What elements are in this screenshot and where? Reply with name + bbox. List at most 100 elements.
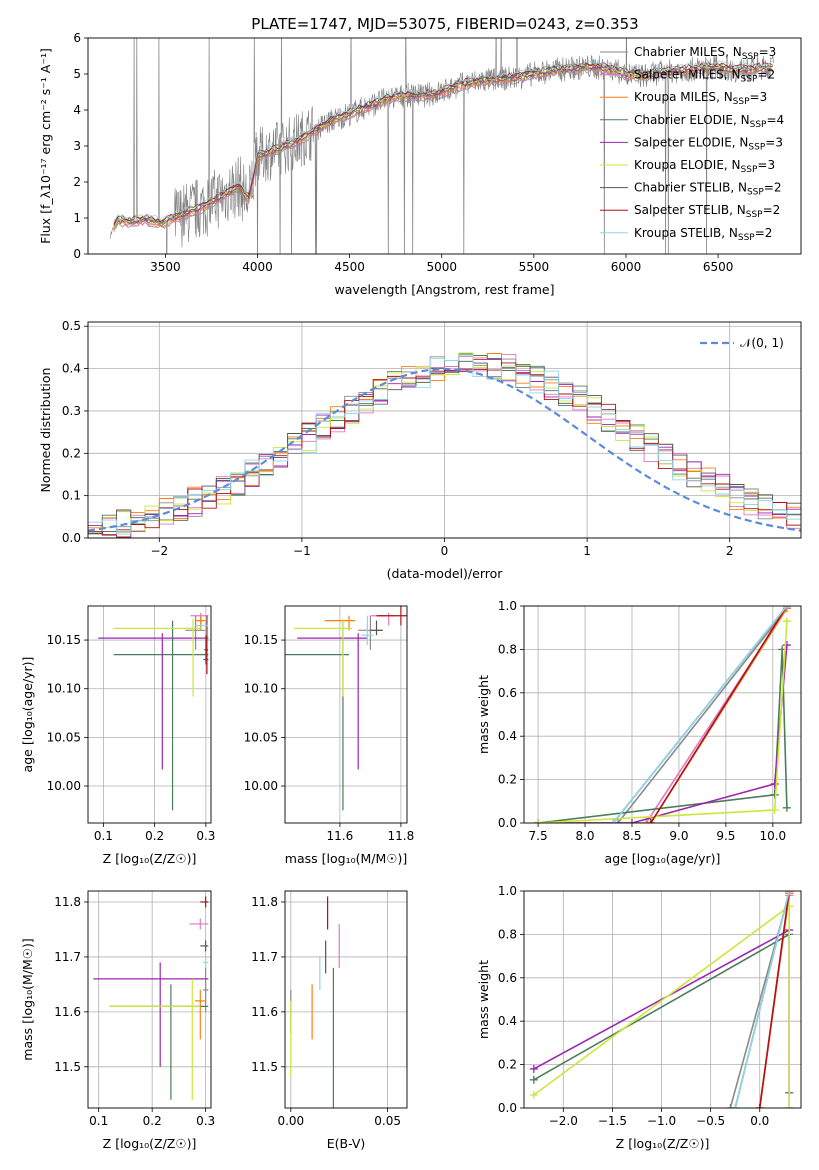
weight-marker (529, 1064, 538, 1073)
y-tick-label: 0.2 (62, 446, 81, 460)
y-tick-label: 6 (73, 31, 81, 45)
y-tick-label: 0.0 (498, 816, 517, 830)
plot-area-age-vs-z (98, 612, 209, 811)
observed-spectrum-line (109, 38, 774, 254)
legend-nssp-prefix: , N (729, 203, 746, 217)
x-axis-label: Z [log₁₀(Z/Z☉)] (616, 1136, 710, 1151)
model-spectrum-line (113, 69, 773, 231)
errorbar-point (109, 978, 201, 1100)
y-tick-label: 11.5 (54, 1060, 81, 1074)
x-tick-label: −1 (293, 544, 311, 558)
errorbar-point (194, 989, 206, 1040)
legend-model-name: Chabrier ELODIE (634, 113, 733, 127)
x-axis-label: Z [log₁₀(Z/Z☉)] (103, 1136, 197, 1151)
y-tick-label: 1.0 (498, 884, 517, 898)
legend-nssp-prefix: , N (724, 68, 741, 82)
x-axis-label: E(B-V) (327, 1136, 366, 1151)
x-tick-label: −1.5 (598, 1114, 627, 1128)
weight-marker (770, 805, 779, 814)
legend-nssp-subscript: SSP (738, 233, 755, 243)
legend-model-name: Salpeter STELIB (634, 203, 729, 217)
plot-area-mass-vs-z (93, 896, 209, 1100)
axes-frame (87, 37, 802, 255)
x-tick-label: 0.0 (750, 1114, 769, 1128)
legend-nssp-subscript: SSP (741, 165, 758, 175)
errorbar-point (93, 962, 209, 1067)
y-tick-label: 0.6 (498, 971, 517, 985)
x-tick-label: 4500 (334, 260, 365, 274)
legend-nssp-subscript: SSP (746, 210, 763, 220)
x-tick-label: 6000 (611, 260, 642, 274)
legend-nssp-prefix: , N (733, 113, 750, 127)
x-tick-label: 0.1 (94, 829, 113, 843)
y-tick-label: 0.0 (62, 531, 81, 545)
y-axis-label: age [log₁₀(age/yr)] (20, 657, 35, 773)
legend-nssp-subscript: SSP (741, 75, 758, 85)
panel-spectrum: 3500 4000 4500 5000 5500 6000 6500 0 1 2 3 4 5 6 wavel… (38, 31, 802, 297)
legend-entry: Chabrier STELIB, NSSP=2 (634, 181, 782, 198)
y-axis-label: mass [log₁₀(M/M☉)] (20, 938, 35, 1060)
y-tick-label: 3 (73, 139, 81, 153)
y-tick-label: 4 (73, 103, 81, 117)
weight-marker (646, 819, 655, 823)
weight-line (612, 606, 788, 823)
legend-entry: Chabrier ELODIE, NSSP=4 (634, 113, 784, 130)
legend-entry: Kroupa ELODIE, NSSP=3 (634, 158, 775, 175)
weight-marker (782, 641, 791, 650)
legend-nssp-prefix: , N (725, 45, 742, 59)
y-tick-label: 11.8 (251, 895, 278, 909)
weight-marker (785, 891, 794, 895)
weight-marker (642, 819, 651, 823)
axes-frame (87, 605, 212, 824)
x-tick-label: 8.5 (622, 829, 641, 843)
axes-frame (284, 890, 408, 1109)
plot-area-mass-weight-vs-age (534, 606, 791, 823)
x-tick-label: 0.2 (145, 829, 164, 843)
y-tick-label: 10.05 (47, 730, 81, 744)
axes-frame (87, 321, 802, 539)
x-tick-label: 11.6 (327, 829, 354, 843)
y-axis-label: Normed distribution (38, 368, 53, 493)
errorbar-point (376, 606, 407, 626)
x-tick-label: 9.5 (716, 829, 735, 843)
panel-residuals: −2 −1 0 1 2 0.0 0.1 0.2 0.3 0.4 0.5 (data-model)/er… (38, 319, 802, 581)
plot-area-spectrum (109, 38, 774, 254)
x-tick-label: 6500 (703, 260, 734, 274)
y-tick-label: 11.7 (54, 950, 81, 964)
errorbar-point (202, 956, 209, 968)
y-tick-label: 0.2 (498, 1058, 517, 1072)
weight-marker (529, 1090, 538, 1099)
weight-line (758, 891, 790, 1108)
errorbar-point (370, 620, 383, 636)
x-tick-label: 0.3 (196, 1114, 215, 1128)
y-tick-label: 0.0 (498, 1101, 517, 1115)
weight-marker (609, 819, 618, 823)
weight-marker (782, 803, 791, 812)
x-tick-label: −2 (150, 544, 168, 558)
y-tick-label: 5 (73, 67, 81, 81)
legend-nssp-subscript: SSP (748, 142, 765, 152)
residual-histogram (88, 354, 801, 535)
legend-nssp-value: =2 (763, 203, 781, 217)
y-tick-label: 0.8 (498, 642, 517, 656)
y-tick-label: 0.6 (498, 686, 517, 700)
legend-nssp-value: =2 (764, 181, 782, 195)
legend-nssp-value: =3 (759, 45, 777, 59)
x-tick-label: 4000 (242, 260, 273, 274)
y-tick-label: 0.4 (498, 1014, 517, 1028)
weight-marker (627, 819, 636, 823)
gaussian-curve (88, 367, 801, 532)
y-tick-label: 0.4 (62, 362, 81, 376)
weight-line (650, 606, 788, 823)
x-tick-label: 7.5 (529, 829, 548, 843)
weight-marker (731, 1104, 740, 1108)
y-tick-label: 11.8 (54, 895, 81, 909)
y-tick-label: 10.00 (244, 779, 278, 793)
panel-mass-vs-z: 0.1 0.2 0.3 11.5 11.6 11.7 11.8 Z [log₁₀(Z/Z☉)]… (20, 890, 215, 1151)
y-tick-label: 0.5 (62, 319, 81, 333)
weight-marker (613, 819, 622, 823)
x-axis-label: age [log₁₀(age/yr)] (605, 851, 721, 866)
errorbar-point (294, 618, 353, 697)
errorbar-point (361, 615, 374, 645)
